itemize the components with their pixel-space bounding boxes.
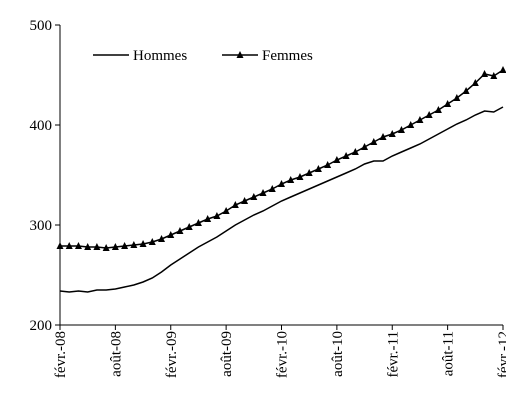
marker xyxy=(268,185,276,192)
marker xyxy=(176,227,184,234)
marker xyxy=(462,87,470,94)
marker xyxy=(361,143,369,150)
marker xyxy=(388,130,396,137)
marker xyxy=(231,201,239,208)
marker xyxy=(296,173,304,180)
marker xyxy=(93,243,101,250)
series-line xyxy=(60,69,504,249)
marker xyxy=(490,72,498,79)
marker xyxy=(167,231,175,238)
x-tick-label: août-09 xyxy=(219,331,235,377)
marker xyxy=(351,148,359,155)
marker xyxy=(185,223,193,230)
y-tick-label: 300 xyxy=(30,218,53,234)
marker xyxy=(324,161,332,168)
marker xyxy=(84,243,92,250)
marker xyxy=(148,238,156,245)
marker xyxy=(370,138,378,145)
x-tick-label: févr.-08 xyxy=(53,331,69,378)
marker xyxy=(102,244,110,251)
marker xyxy=(481,70,489,77)
marker xyxy=(222,207,230,214)
marker xyxy=(471,79,479,86)
marker xyxy=(287,176,295,183)
x-tick-label: août-08 xyxy=(108,331,124,377)
marker xyxy=(56,242,64,249)
marker xyxy=(121,242,129,249)
marker xyxy=(158,235,166,242)
marker xyxy=(314,165,322,172)
y-tick-label: 400 xyxy=(30,118,53,134)
marker xyxy=(194,219,202,226)
marker xyxy=(434,106,442,113)
marker xyxy=(130,241,138,248)
marker xyxy=(342,152,350,159)
y-tick-label: 500 xyxy=(30,18,53,34)
marker xyxy=(65,242,73,249)
legend-marker xyxy=(236,51,244,58)
marker xyxy=(204,215,212,222)
legend-label: Femmes xyxy=(262,48,313,64)
marker xyxy=(416,116,424,123)
legend-label: Hommes xyxy=(133,48,187,64)
x-tick-label: févr.-12 xyxy=(496,331,506,378)
marker xyxy=(74,242,82,249)
x-tick-label: août-11 xyxy=(441,331,457,376)
marker xyxy=(139,240,147,247)
marker xyxy=(250,193,258,200)
marker xyxy=(444,100,452,107)
marker xyxy=(111,243,119,250)
marker xyxy=(278,180,285,187)
marker xyxy=(333,156,341,163)
marker xyxy=(397,126,405,133)
marker xyxy=(213,212,221,219)
marker xyxy=(241,197,249,204)
marker xyxy=(425,111,433,118)
marker xyxy=(499,66,506,73)
series-line xyxy=(59,106,504,293)
x-tick-label: févr.-09 xyxy=(164,331,180,378)
marker xyxy=(379,133,387,140)
marker xyxy=(407,121,415,128)
marker xyxy=(453,94,461,101)
x-tick-label: févr.-10 xyxy=(275,331,291,378)
marker xyxy=(305,169,313,176)
x-tick-label: août-10 xyxy=(330,331,346,377)
x-tick-label: févr.-11 xyxy=(385,331,401,378)
marker xyxy=(259,189,267,196)
y-tick-label: 200 xyxy=(30,318,53,334)
